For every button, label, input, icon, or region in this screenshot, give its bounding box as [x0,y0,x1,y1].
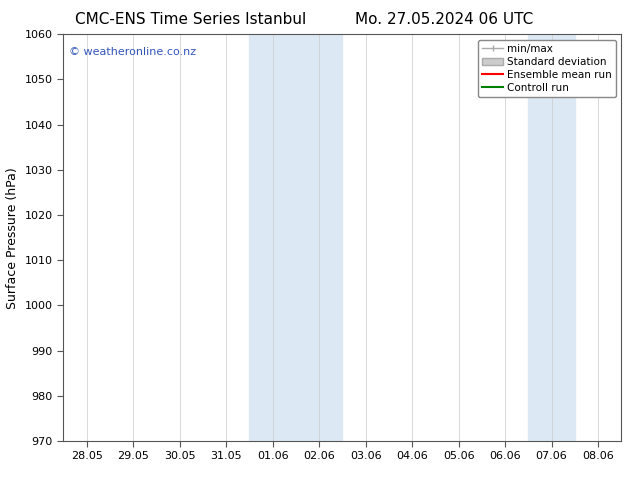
Bar [296,34,342,441]
Bar [249,34,296,441]
Bar [528,34,575,441]
Text: © weatheronline.co.nz: © weatheronline.co.nz [69,47,196,56]
Text: CMC-ENS Time Series Istanbul: CMC-ENS Time Series Istanbul [75,12,306,27]
Y-axis label: Surface Pressure (hPa): Surface Pressure (hPa) [6,167,19,309]
Legend: min/max, Standard deviation, Ensemble mean run, Controll run: min/max, Standard deviation, Ensemble me… [478,40,616,97]
Text: Mo. 27.05.2024 06 UTC: Mo. 27.05.2024 06 UTC [354,12,533,27]
